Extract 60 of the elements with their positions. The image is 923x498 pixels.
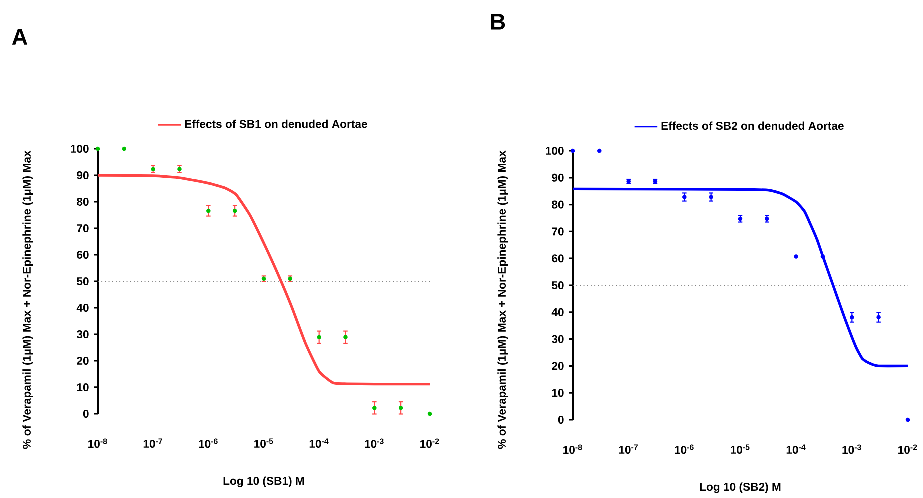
y-tick-label: 30 [76, 330, 89, 339]
y-tick-label: 50 [77, 277, 89, 286]
x-tick-label: 10$^{-5}$ [731, 444, 750, 454]
point [96, 146, 100, 152]
x-tick-label: 10$^{-2}$ [898, 444, 918, 454]
x-axis-title: Log 10 (SB2) M [700, 482, 781, 494]
x-tick-label: 10$^{-3}$ [365, 438, 384, 448]
point [598, 148, 602, 154]
point [850, 315, 854, 320]
x-tick-label: 10$^{-4}$ [786, 444, 806, 454]
y-tick-label: 90 [77, 171, 89, 180]
x-tick-label: 10$^{-6}$ [199, 438, 218, 448]
y-tick-label: 70 [552, 228, 564, 236]
y-tick-label: 60 [552, 254, 564, 263]
y-axis-title: % of Verapamil (1µM) Max + Nor-Epinephrine (1µM) Max [22, 150, 34, 450]
y-tick-label: 30 [552, 335, 564, 344]
point [232, 208, 238, 214]
y-tick-label: 80 [552, 200, 564, 209]
y-tick-label: 90 [552, 174, 564, 182]
point [344, 335, 348, 340]
point [794, 254, 798, 259]
legend-label: Effects of SB2 on denuded Aortae [662, 122, 844, 130]
x-tick-label: 10$^{-4}$ [310, 438, 329, 448]
y-tick-label: 80 [77, 198, 89, 206]
y-tick-label: 70 [77, 224, 89, 232]
chart-title: A [12, 29, 28, 45]
y-tick-label: 20 [552, 362, 564, 370]
y-tick-label: 10 [552, 389, 564, 398]
x-tick-label: 10$^{-2}$ [420, 438, 440, 448]
y-tick-label: 0 [558, 416, 564, 424]
point [317, 335, 322, 340]
point [206, 208, 211, 214]
point [876, 315, 881, 320]
y-tick-label: 0 [83, 410, 89, 418]
y-tick-label: 20 [77, 356, 89, 365]
y-tick-label: 60 [77, 250, 89, 259]
point [122, 146, 127, 152]
x-tick-label: 10$^{-5}$ [254, 438, 274, 448]
point [428, 412, 432, 416]
y-tick-label: 100 [71, 144, 89, 153]
x-tick-label: 10$^{-6}$ [675, 444, 694, 454]
legend-label: Effects of SB1 on denuded Aortae [185, 120, 368, 128]
y-axis-title: % of Verapamil (1µM) Max + Nor-Epinephrine (1µM) Max [498, 150, 508, 450]
y-tick-label: 40 [552, 308, 564, 316]
chart-title: B [491, 14, 506, 30]
y-tick-label: 40 [76, 304, 89, 312]
x-tick-label: 10$^{-3}$ [842, 444, 862, 454]
x-tick-label: 10$^{-8}$ [564, 444, 582, 454]
y-tick-label: 10 [77, 383, 89, 392]
x-tick-label: 10$^{-7}$ [144, 438, 162, 448]
point [820, 254, 826, 259]
x-axis-title: Log 10 (SB1) M [224, 476, 304, 488]
y-tick-label: 100 [546, 146, 564, 155]
point [906, 418, 910, 422]
point [570, 148, 576, 154]
x-tick-label: 10$^{-8}$ [88, 438, 108, 448]
point [372, 406, 377, 410]
point [398, 406, 404, 410]
y-tick-label: 50 [552, 281, 564, 290]
x-tick-label: 10$^{-7}$ [619, 444, 638, 454]
